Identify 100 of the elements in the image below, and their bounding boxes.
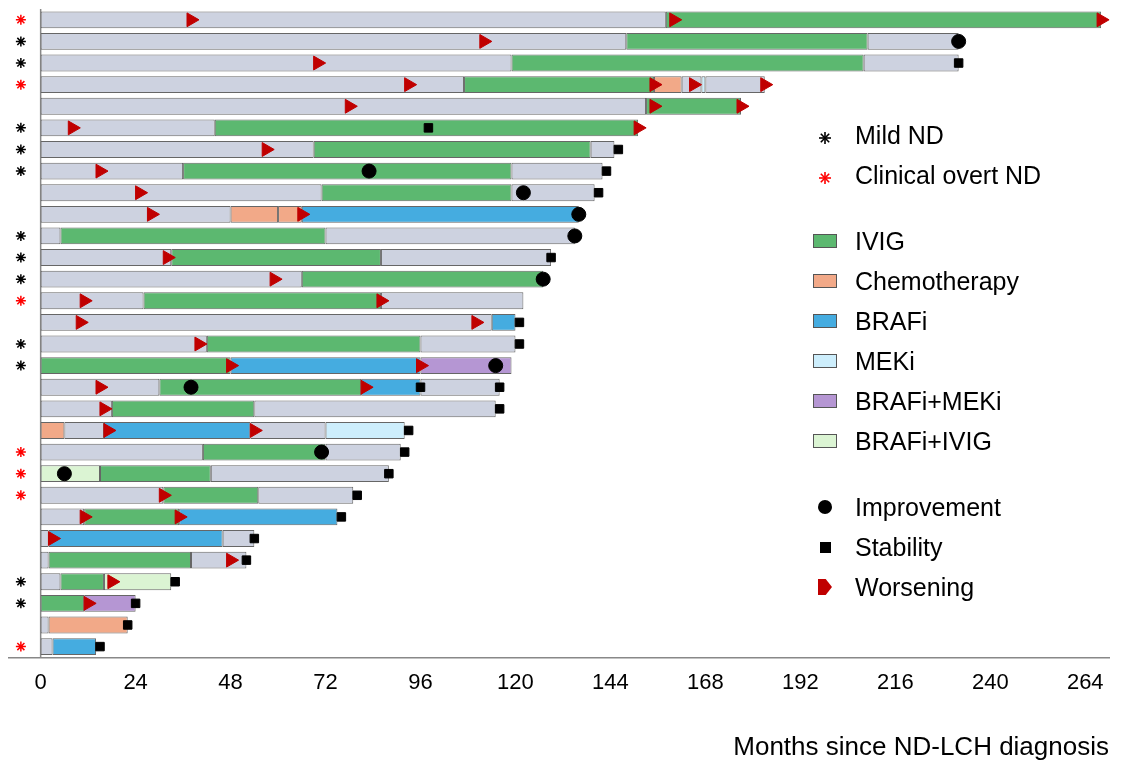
point [15, 338, 27, 350]
point [15, 165, 27, 177]
point [107, 574, 121, 590]
point [15, 273, 27, 285]
point [183, 379, 199, 395]
legend-label: BRAFi+IVIG [855, 426, 992, 456]
point [613, 144, 624, 155]
point [352, 490, 362, 501]
point [67, 120, 81, 136]
point [15, 597, 27, 610]
point [75, 314, 89, 330]
point [669, 12, 683, 28]
point [399, 447, 410, 457]
point [269, 271, 283, 287]
point [515, 185, 531, 201]
legend-label: Stability [855, 532, 943, 562]
point [404, 77, 418, 93]
point [403, 425, 414, 436]
point [471, 314, 485, 330]
point [15, 251, 27, 264]
x-tick-label: 72 [313, 668, 338, 694]
point [95, 641, 105, 652]
point [15, 57, 27, 69]
point [567, 228, 583, 244]
point [546, 252, 556, 263]
point [79, 509, 93, 525]
point [15, 230, 27, 242]
point [95, 379, 109, 395]
legend-label: IVIG [855, 226, 906, 256]
point [15, 446, 27, 458]
point [535, 271, 551, 287]
point [122, 620, 133, 630]
point [953, 58, 964, 68]
point [15, 78, 27, 91]
point [186, 12, 200, 28]
legend-label: Chemotherapy [855, 266, 1019, 296]
point [649, 77, 663, 93]
point [479, 33, 493, 49]
point [633, 120, 647, 136]
point [360, 379, 374, 395]
point [99, 401, 113, 417]
x-tick-label: 144 [592, 668, 629, 694]
point [313, 55, 327, 71]
point [79, 293, 93, 309]
point [601, 166, 612, 176]
point [488, 358, 504, 374]
point [135, 185, 149, 201]
point [423, 123, 434, 133]
point [514, 339, 525, 349]
point [416, 358, 430, 374]
point [158, 487, 172, 503]
point [344, 98, 358, 114]
point [361, 163, 377, 179]
point [571, 206, 587, 222]
legend-label: MEKi [855, 346, 915, 376]
legend-label: BRAFi [855, 306, 928, 336]
point [83, 595, 97, 611]
point [1096, 12, 1110, 28]
point [15, 35, 27, 48]
point [194, 336, 208, 352]
legend-label: Improvement [855, 492, 1001, 522]
point [514, 317, 525, 328]
point [261, 142, 275, 157]
point [15, 576, 27, 588]
point [15, 467, 27, 480]
point [15, 295, 27, 307]
point [951, 33, 967, 49]
point [15, 14, 27, 26]
x-tick-label: 168 [687, 668, 724, 694]
point [15, 640, 27, 653]
point [146, 206, 160, 222]
point [736, 98, 750, 114]
point [593, 187, 604, 198]
legend-label: Worsening [855, 572, 975, 602]
point [226, 552, 240, 568]
point [494, 382, 505, 392]
point [95, 163, 109, 179]
legend-label: Clinical overt ND [855, 160, 1042, 190]
x-tick-label: 240 [971, 668, 1009, 694]
point [249, 423, 263, 438]
point [649, 98, 663, 114]
point [336, 512, 347, 522]
point [170, 577, 180, 587]
point [249, 533, 260, 544]
point [314, 444, 330, 460]
x-tick-label: 0 [34, 668, 47, 694]
point [494, 404, 505, 414]
point [226, 358, 240, 374]
x-tick-label: 48 [218, 668, 243, 694]
point [174, 509, 188, 525]
point [15, 489, 27, 502]
point [297, 206, 311, 222]
x-tick-label: 216 [876, 668, 914, 694]
point [162, 250, 176, 265]
legend-label: Mild ND [855, 120, 944, 150]
point [130, 598, 141, 609]
point [376, 293, 390, 309]
x-tick-label: 24 [123, 668, 148, 694]
point [384, 468, 394, 479]
point [15, 122, 27, 134]
